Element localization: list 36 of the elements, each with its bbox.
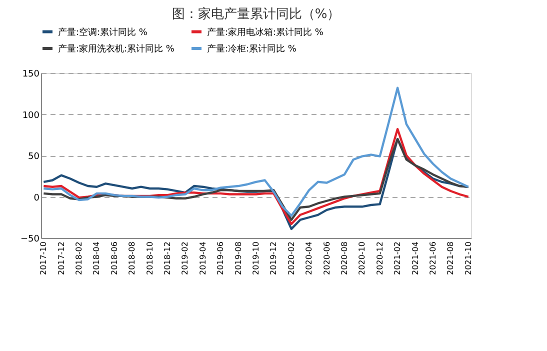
x-tick-label: 2019-04 [198, 242, 208, 275]
line-series [42, 86, 470, 217]
x-tick-label: 2017-12 [56, 242, 66, 275]
x-tick-label: 2019-10 [252, 242, 260, 275]
x-tick-label: 2021-10 [464, 242, 473, 275]
x-tick-label: 2020-12 [375, 242, 384, 275]
x-tick-label: 2018-12 [163, 242, 172, 275]
x-tick-label: 2018-02 [74, 242, 84, 275]
x-tick-label: 2020-04 [304, 242, 314, 275]
x-tick-label: 2021-08 [446, 242, 456, 275]
x-tick-label: 2018-10 [145, 242, 154, 275]
y-tick-label: −50 [20, 234, 40, 244]
legend-label: 产量:家用洗衣机:累计同比 % [58, 44, 175, 54]
x-tick-label: 2018-08 [128, 242, 137, 275]
y-tick-label: 100 [22, 110, 40, 121]
chart-title: 图：家电产量累计同比（%） [172, 6, 340, 22]
x-tick-label: 2019-08 [234, 242, 243, 275]
x-tick-label: 2017-10 [39, 242, 48, 275]
x-tick-label: 2019-12 [269, 242, 278, 275]
legend-label: 产量:冷柜:累计同比 % [207, 44, 297, 54]
x-tick-label: 2020-08 [340, 242, 349, 275]
x-tick-label: 2021-02 [393, 242, 402, 275]
y-tick-label: 150 [22, 70, 40, 80]
x-tick-label: 2019-02 [180, 242, 190, 275]
x-tick-label: 2020-02 [286, 242, 296, 275]
x-tick-label: 2020-06 [322, 242, 332, 275]
x-tick-label: 2021-04 [410, 242, 420, 275]
x-tick-label: 2018-06 [110, 242, 119, 275]
y-tick-label: 0 [34, 193, 40, 204]
y-tick-label: 50 [28, 152, 40, 162]
x-tick-label: 2018-04 [92, 242, 102, 275]
x-tick-label: 2020-10 [358, 242, 367, 275]
x-tick-label: 2021-06 [428, 242, 438, 275]
legend-label: 产量:家用电冰箱:累计同比 % [207, 26, 324, 38]
x-tick-label: 2019-06 [216, 242, 226, 275]
legend-label: 产量:空调:累计同比 % [58, 26, 148, 38]
